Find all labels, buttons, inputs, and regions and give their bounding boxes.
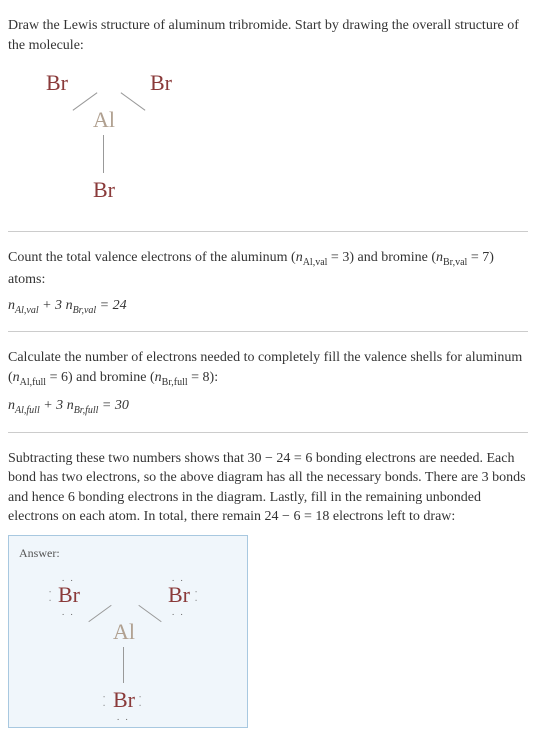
atom-br-topright: Br: [150, 70, 172, 96]
intro-text: Draw the Lewis structure of aluminum tri…: [8, 16, 528, 55]
lone-pair-tr-bottom: . .: [172, 607, 185, 617]
ans-bond-left: [88, 605, 111, 622]
lone-pair-tl-top: . .: [62, 573, 75, 583]
initial-molecule-diagram: Br Br Al Br: [28, 65, 208, 205]
ans-bond-right: [138, 605, 161, 622]
answer-molecule-diagram: Br . . . . . . Br . . . . . . Al Br . . …: [28, 567, 228, 717]
lone-pair-b-right: . .: [137, 696, 147, 709]
lone-pair-tr-top: . .: [172, 573, 185, 583]
ans-br-topright: Br: [168, 582, 190, 608]
atom-br-bottom: Br: [93, 177, 115, 203]
full-shell-text: Calculate the number of electrons needed…: [8, 348, 528, 389]
atom-br-topleft: Br: [46, 70, 68, 96]
divider-3: [8, 432, 528, 433]
divider-2: [8, 331, 528, 332]
valence-formula: nAl,val + 3 nBr,val = 24: [8, 298, 528, 316]
valence-count-section: Count the total valence electrons of the…: [8, 240, 528, 323]
conclusion-section: Subtracting these two numbers shows that…: [8, 441, 528, 736]
intro-section: Draw the Lewis structure of aluminum tri…: [8, 8, 528, 223]
ans-br-topleft: Br: [58, 582, 80, 608]
bond-bottom: [103, 135, 104, 173]
answer-box: Answer: Br . . . . . . Br . . . . . . Al…: [8, 535, 248, 728]
lone-pair-tl-bottom: . .: [62, 607, 75, 617]
lone-pair-tl-left: . .: [47, 591, 57, 604]
ans-br-bottom: Br: [113, 687, 135, 713]
lone-pair-b-bottom: . .: [117, 712, 130, 722]
ans-bond-bottom: [123, 647, 124, 683]
ans-al-center: Al: [113, 619, 135, 645]
answer-label: Answer:: [19, 546, 237, 561]
conclusion-text: Subtracting these two numbers shows that…: [8, 449, 528, 527]
lone-pair-tr-right: . .: [193, 591, 203, 604]
atom-al-center: Al: [93, 107, 115, 133]
bond-right: [121, 92, 146, 110]
full-shell-formula: nAl,full + 3 nBr,full = 30: [8, 398, 528, 416]
lone-pair-b-left: . .: [101, 696, 111, 709]
full-shell-section: Calculate the number of electrons needed…: [8, 340, 528, 423]
valence-text: Count the total valence electrons of the…: [8, 248, 528, 289]
divider-1: [8, 231, 528, 232]
